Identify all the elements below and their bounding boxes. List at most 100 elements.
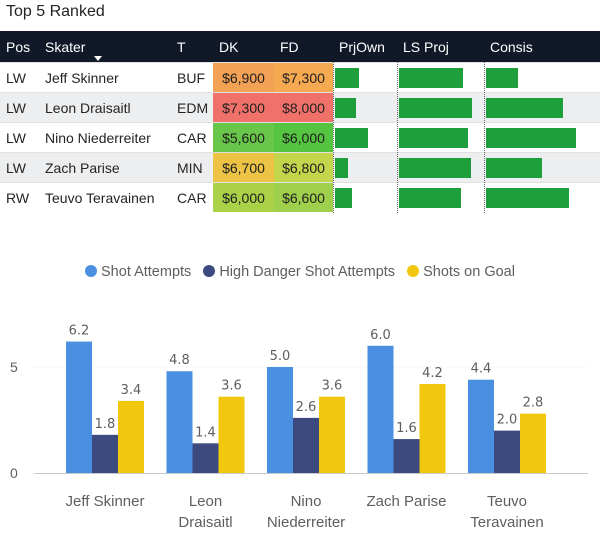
cell-ls-proj-bar (397, 62, 484, 93)
column-divider (333, 62, 334, 93)
column-divider (333, 182, 334, 213)
cell-skater: Leon Draisaitl (39, 92, 171, 123)
page-title: Top 5 Ranked (6, 3, 105, 20)
cell-ls-proj-bar (397, 122, 484, 153)
bar-shots-on-goal[interactable] (520, 413, 546, 473)
prjown-data-bar (335, 188, 352, 208)
table-row[interactable]: LW Jeff Skinner BUF $6,900 $7,300 (0, 62, 600, 93)
bar-high-danger-shot-attempts[interactable] (192, 443, 219, 473)
col-header-team[interactable]: T (171, 31, 213, 63)
col-header-pos[interactable]: Pos (0, 31, 39, 63)
bar-shots-on-goal[interactable] (218, 396, 245, 473)
bar-shots-on-goal[interactable] (319, 396, 345, 473)
cell-pos: LW (0, 122, 39, 153)
data-label: 3.4 (121, 383, 142, 398)
bar-shot-attempts[interactable] (166, 371, 193, 473)
col-header-consis[interactable]: Consis (484, 31, 600, 63)
cell-pos: LW (0, 62, 39, 93)
cell-consis-bar (484, 62, 600, 93)
column-divider (484, 62, 485, 93)
bar-shot-attempts[interactable] (267, 367, 293, 473)
cell-dk: $6,700 (213, 152, 274, 183)
cell-team: CAR (171, 122, 213, 153)
prjown-data-bar (335, 68, 359, 88)
bar-high-danger-shot-attempts[interactable] (393, 439, 420, 473)
cell-prjown-bar (333, 182, 397, 213)
cell-pos: LW (0, 152, 39, 183)
data-label: 6.0 (370, 328, 391, 343)
cell-team: MIN (171, 152, 213, 183)
cell-fd: $6,600 (274, 182, 333, 212)
consis-data-bar (486, 158, 542, 178)
col-header-ls-proj[interactable]: LS Proj (397, 31, 484, 63)
bar-high-danger-shot-attempts[interactable] (92, 434, 118, 473)
col-header-skater[interactable]: Skater (39, 31, 171, 63)
consis-data-bar (486, 68, 518, 88)
table-row[interactable]: LW Nino Niederreiter CAR $5,600 $6,000 (0, 122, 600, 153)
cell-fd: $8,000 (274, 92, 333, 123)
column-divider (484, 182, 485, 213)
data-label: 2.0 (497, 413, 518, 428)
legend-item-shot-attempts[interactable]: Shot Attempts (85, 264, 191, 280)
column-divider (333, 122, 334, 153)
table-header-row: Pos Skater T DK FD PrjOwn LS Proj Consis (0, 31, 600, 63)
bar-high-danger-shot-attempts[interactable] (494, 430, 520, 473)
bar-high-danger-shot-attempts[interactable] (293, 417, 319, 473)
legend-dot-icon (85, 265, 98, 277)
cell-skater: Zach Parise (39, 152, 171, 183)
data-label: 3.6 (221, 379, 242, 394)
column-divider (397, 152, 398, 183)
column-divider (484, 152, 485, 183)
data-label: 2.6 (296, 400, 317, 415)
data-label: 3.6 (322, 379, 343, 394)
col-header-dk[interactable]: DK (213, 31, 274, 63)
ls-proj-data-bar (399, 158, 471, 178)
col-header-prjown[interactable]: PrjOwn (333, 31, 397, 63)
x-category-label: Teravainen (470, 514, 543, 531)
cell-skater: Jeff Skinner (39, 62, 171, 93)
cell-pos: LW (0, 92, 39, 123)
bar-shot-attempts[interactable] (66, 341, 92, 473)
data-label: 1.4 (195, 425, 216, 440)
column-divider (484, 122, 485, 153)
data-label: 5.0 (270, 349, 291, 364)
x-category-label: Niederreiter (267, 514, 345, 531)
cell-prjown-bar (333, 152, 397, 183)
column-divider (333, 92, 334, 123)
cell-team: CAR (171, 182, 213, 212)
legend-label: Shots on Goal (423, 264, 515, 280)
cell-dk: $5,600 (213, 122, 274, 153)
legend-item-shots-on-goal[interactable]: Shots on Goal (407, 264, 515, 280)
bar-shots-on-goal[interactable] (118, 400, 144, 473)
y-tick-label: 5 (10, 359, 18, 375)
prjown-data-bar (335, 128, 368, 148)
cell-ls-proj-bar (397, 152, 484, 183)
consis-data-bar (486, 98, 563, 118)
cell-consis-bar (484, 152, 600, 183)
col-header-fd[interactable]: FD (274, 31, 333, 63)
cell-prjown-bar (333, 92, 397, 123)
column-divider (397, 182, 398, 213)
x-category-label: Nino (291, 493, 322, 510)
cell-consis-bar (484, 182, 600, 213)
cell-consis-bar (484, 122, 600, 153)
table-row[interactable]: LW Zach Parise MIN $6,700 $6,800 (0, 152, 600, 183)
table-row[interactable]: LW Leon Draisaitl EDM $7,300 $8,000 (0, 92, 600, 123)
cell-dk: $6,000 (213, 182, 274, 212)
x-category-label: Zach Parise (366, 493, 446, 510)
cell-dk: $6,900 (213, 62, 274, 93)
data-label: 4.2 (422, 366, 443, 381)
prjown-data-bar (335, 158, 348, 178)
cell-dk: $7,300 (213, 92, 274, 123)
bar-shot-attempts[interactable] (468, 379, 494, 473)
cell-fd: $7,300 (274, 62, 333, 93)
bar-shot-attempts[interactable] (367, 345, 394, 473)
column-divider (484, 92, 485, 123)
table-row[interactable]: RW Teuvo Teravainen CAR $6,000 $6,600 (0, 182, 600, 213)
legend-dot-icon (203, 265, 216, 277)
bar-shots-on-goal[interactable] (419, 383, 446, 473)
data-label: 1.8 (95, 417, 116, 432)
cell-fd: $6,800 (274, 152, 333, 183)
legend-label: Shot Attempts (101, 264, 192, 280)
legend-item-high-danger[interactable]: High Danger Shot Attempts (203, 264, 395, 280)
